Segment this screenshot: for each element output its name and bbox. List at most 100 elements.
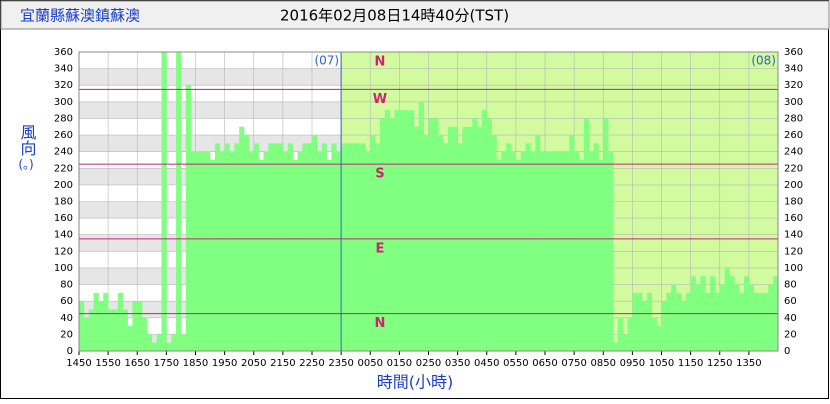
x-tick-label: 1750 — [154, 358, 179, 369]
y-tick-label: 120 — [54, 246, 73, 257]
bar — [554, 151, 560, 351]
y-tick-label-right: 100 — [784, 263, 803, 274]
y-tick-label-right: 240 — [784, 147, 803, 158]
bar — [525, 143, 531, 351]
y-tick-label-right: 200 — [784, 180, 803, 191]
bar — [608, 151, 614, 351]
x-tick-label: 0550 — [503, 358, 528, 369]
x-axis-label: 時間(小時) — [377, 373, 454, 392]
bar — [734, 284, 740, 351]
bar — [195, 151, 201, 351]
bar — [108, 309, 114, 351]
day-label: (07) — [314, 54, 339, 68]
x-tick-label: 2150 — [270, 358, 295, 369]
bar — [210, 159, 216, 351]
y-tick-label-right: 40 — [784, 313, 797, 324]
bar — [171, 334, 177, 351]
y-tick-label-right: 280 — [784, 113, 803, 124]
bar — [122, 309, 128, 351]
bar — [666, 292, 672, 351]
y-tick-label: 320 — [54, 80, 73, 91]
bar — [763, 292, 769, 351]
bar — [438, 135, 444, 351]
y-tick-label-right: 20 — [784, 329, 797, 340]
bar — [481, 110, 488, 351]
bar — [278, 143, 284, 351]
bar — [418, 101, 424, 351]
bar — [273, 143, 279, 351]
bar — [632, 292, 638, 351]
x-tick-label: 0350 — [445, 358, 470, 369]
bar — [622, 334, 628, 351]
bar — [724, 267, 730, 351]
bar — [549, 151, 556, 351]
bar — [146, 334, 153, 351]
bar — [646, 292, 653, 351]
bar — [617, 317, 623, 351]
bar — [156, 334, 162, 351]
bar — [355, 143, 361, 351]
bar — [719, 284, 725, 351]
y-tick-label-right: 320 — [784, 80, 803, 91]
x-tick-label: 1950 — [212, 358, 237, 369]
compass-label: S — [375, 167, 384, 182]
bar — [583, 118, 589, 351]
y-tick-label-right: 60 — [784, 296, 797, 307]
bar — [564, 151, 570, 351]
bar — [229, 151, 235, 351]
bar — [263, 151, 269, 351]
bar — [472, 118, 478, 351]
bar — [200, 151, 206, 351]
bar — [540, 151, 546, 351]
bar — [316, 151, 323, 351]
bar — [379, 118, 386, 351]
bar — [79, 301, 85, 351]
x-tick-label: 1150 — [678, 358, 703, 369]
bar — [117, 292, 123, 351]
header-bar — [0, 0, 830, 30]
bar — [637, 292, 643, 351]
bar — [501, 151, 507, 351]
bar — [399, 110, 405, 351]
bar — [433, 118, 439, 351]
bar — [370, 135, 376, 351]
bar — [350, 143, 356, 351]
bar — [491, 135, 497, 351]
y-tick-label: 20 — [60, 329, 73, 340]
bar — [753, 292, 759, 351]
y-tick-label: 280 — [54, 113, 73, 124]
bar — [520, 151, 526, 351]
bar — [642, 301, 648, 351]
y-tick-label: 80 — [60, 280, 73, 291]
y-tick-label-right: 160 — [784, 213, 803, 224]
bar — [341, 143, 347, 351]
bar — [535, 135, 541, 351]
x-tick-label: 1050 — [649, 358, 674, 369]
bar — [569, 135, 575, 351]
y-tick-label-right: 340 — [784, 64, 803, 75]
bar — [588, 151, 594, 351]
bar — [545, 151, 551, 351]
y-tick-label: 340 — [54, 64, 73, 75]
x-tick-label: 0650 — [532, 358, 557, 369]
bar — [127, 326, 133, 351]
y-tick-label-right: 140 — [784, 230, 803, 241]
y-tick-label: 240 — [54, 147, 73, 158]
x-tick-label: 0750 — [561, 358, 586, 369]
bar — [307, 143, 313, 351]
bar — [166, 342, 172, 351]
bar — [680, 301, 687, 351]
bar — [739, 292, 745, 351]
x-tick-label: 1250 — [707, 358, 732, 369]
bar — [161, 52, 167, 351]
y-tick-label-right: 80 — [784, 280, 797, 291]
bar — [443, 143, 449, 351]
y-tick-label: 220 — [54, 163, 73, 174]
bar — [292, 159, 298, 351]
bar — [748, 284, 755, 351]
bar — [598, 159, 604, 351]
bar — [282, 151, 289, 351]
y-tick-label: 60 — [60, 296, 73, 307]
bar — [302, 143, 308, 351]
